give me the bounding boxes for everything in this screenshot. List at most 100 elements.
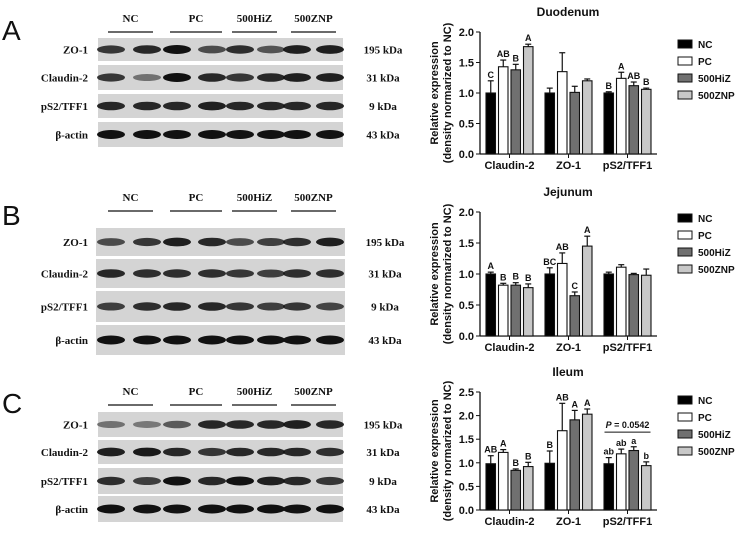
- blot-row-claudin-2: Claudin-2 31 kDa: [41, 440, 400, 464]
- bar-500hiz: [510, 469, 522, 511]
- chart-title: Jejunum: [543, 185, 592, 199]
- band: [316, 130, 344, 139]
- band: [133, 101, 161, 111]
- bar-nc: [544, 273, 556, 337]
- y-axis-label: Relative expression(density normarized t…: [429, 203, 454, 344]
- blot-row-zo-1: ZO-1 195 kDa: [63, 228, 405, 256]
- legend-swatch-500hiz: [677, 429, 693, 439]
- bar-pc: [615, 453, 627, 511]
- band: [316, 504, 344, 514]
- band: [226, 420, 254, 429]
- y-tick-label: 2.5: [459, 387, 474, 399]
- bar-nc: [485, 463, 497, 511]
- band: [133, 302, 161, 311]
- protein-label: ZO-1: [63, 420, 88, 432]
- y-tick-label: 1.0: [459, 458, 474, 470]
- significance-letter: a: [631, 436, 637, 446]
- legend-swatch-500hiz: [677, 73, 693, 83]
- blot-row--actin: β-actin 43 kDa: [55, 325, 402, 355]
- band: [226, 101, 254, 111]
- legend-swatch-500znp: [677, 90, 693, 100]
- western-blot-panel-b: B NC PC 500HiZ 500ZNP ZO-1 195 kDa Claudin-2 31 …: [2, 192, 405, 355]
- significance-letter: B: [525, 451, 532, 461]
- y-tick-label: 1.5: [459, 238, 474, 250]
- band: [316, 73, 344, 82]
- band: [283, 73, 311, 82]
- x-tick-label: Claudin-2: [484, 516, 534, 528]
- significance-letter: B: [513, 458, 520, 468]
- significance-letter: AB: [497, 49, 510, 59]
- band: [133, 335, 161, 345]
- band: [226, 447, 254, 457]
- band: [163, 420, 191, 429]
- western-blot-panel-a: A NC PC 500HiZ 500ZNP ZO-1 195 kDa Claudin-2 31 …: [2, 13, 403, 147]
- band: [226, 73, 254, 82]
- y-tick-label: 0.0: [459, 331, 474, 343]
- y-tick-label: 1.5: [459, 58, 474, 70]
- band: [316, 420, 344, 429]
- band: [257, 101, 285, 111]
- band: [283, 476, 311, 486]
- protein-label: ZO-1: [63, 45, 88, 57]
- band: [198, 237, 226, 247]
- band: [133, 269, 161, 278]
- bar-500hiz: [510, 69, 522, 155]
- x-tick-label: pS2/TFF1: [603, 516, 653, 528]
- y-tick-label: 0.5: [459, 300, 474, 312]
- band: [316, 45, 344, 54]
- molecular-weight-label: 43 kDa: [366, 130, 400, 142]
- bar-500hiz: [628, 85, 640, 155]
- bar-pc: [497, 284, 509, 337]
- band: [283, 302, 311, 311]
- legend-label: PC: [698, 413, 712, 424]
- y-tick-label: 0.0: [459, 505, 474, 517]
- significance-letter: AB: [556, 392, 569, 402]
- legend-swatch-500hiz: [677, 247, 693, 257]
- significance-letter: A: [488, 261, 495, 271]
- band: [316, 476, 344, 486]
- band: [97, 45, 125, 54]
- band: [163, 447, 191, 457]
- legend-label: 500HiZ: [698, 74, 731, 85]
- y-axis-label: Relative expression(density normarized t…: [429, 22, 454, 163]
- x-tick-label: pS2/TFF1: [603, 342, 653, 354]
- band: [163, 237, 191, 247]
- protein-label: pS2/TFF1: [41, 476, 88, 488]
- band: [163, 269, 191, 278]
- band: [226, 238, 254, 246]
- legend-swatch-pc: [677, 230, 693, 240]
- molecular-weight-label: 31 kDa: [366, 73, 400, 85]
- legend-swatch-nc: [677, 213, 693, 223]
- significance-letter: A: [500, 439, 507, 449]
- bar-500znp: [581, 245, 593, 337]
- x-tick-label: ZO-1: [556, 516, 581, 528]
- band: [198, 302, 226, 311]
- group-label: 500HiZ: [237, 13, 272, 25]
- band: [163, 302, 191, 311]
- blot-row--actin: β-actin 43 kDa: [55, 496, 400, 522]
- band: [97, 269, 125, 278]
- legend-label: NC: [698, 396, 712, 407]
- bar-500znp: [522, 466, 534, 511]
- x-tick-label: Claudin-2: [484, 342, 534, 354]
- group-label: NC: [123, 13, 139, 25]
- legend-swatch-500znp: [677, 446, 693, 456]
- bar-pc: [556, 71, 568, 155]
- band: [198, 45, 226, 54]
- significance-letter: BC: [543, 257, 556, 267]
- bar-500znp: [640, 274, 652, 337]
- legend-label: 500HiZ: [698, 430, 731, 441]
- bar-500znp: [581, 80, 593, 155]
- protein-label: Claudin-2: [41, 73, 89, 85]
- significance-letter: AB: [484, 445, 497, 455]
- band: [283, 237, 311, 247]
- bar-nc: [544, 92, 556, 155]
- bar-500znp: [581, 413, 593, 511]
- band: [257, 420, 285, 429]
- group-label: PC: [189, 386, 204, 398]
- band: [257, 269, 285, 278]
- band: [198, 420, 226, 429]
- protein-label: β-actin: [55, 335, 88, 347]
- band: [163, 130, 191, 139]
